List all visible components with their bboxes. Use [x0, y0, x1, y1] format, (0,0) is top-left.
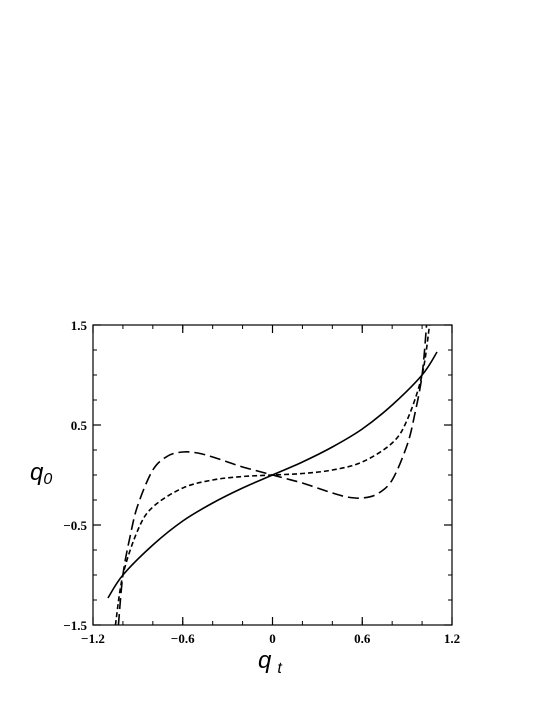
- y-axis-title-main: q: [30, 459, 44, 486]
- x-tick-label: −0.6: [171, 631, 195, 646]
- ticks: [92, 324, 453, 626]
- y-axis-title: q0: [30, 459, 52, 488]
- x-tick-label: −1.2: [81, 631, 105, 646]
- x-tick-label: 0.6: [354, 631, 371, 646]
- y-axis-title-sub: 0: [43, 471, 52, 488]
- x-tick-label: 1.2: [444, 631, 460, 646]
- y-tick-label: 0.5: [71, 418, 88, 433]
- y-tick-label: −0.5: [63, 518, 87, 533]
- series-group: [107, 325, 438, 625]
- series-line-long-dash: [117, 325, 428, 625]
- y-tick-label: −1.5: [63, 618, 87, 633]
- x-axis-title-sub: t: [277, 660, 282, 677]
- tick-labels: −1.2 −0.6 0 0.6 1.2 1.5 0.5 −0.5 −1.5: [63, 318, 460, 646]
- x-axis-title-main: q: [258, 647, 272, 674]
- y-tick-label: 1.5: [71, 318, 88, 333]
- x-tick-label: 0: [269, 631, 276, 646]
